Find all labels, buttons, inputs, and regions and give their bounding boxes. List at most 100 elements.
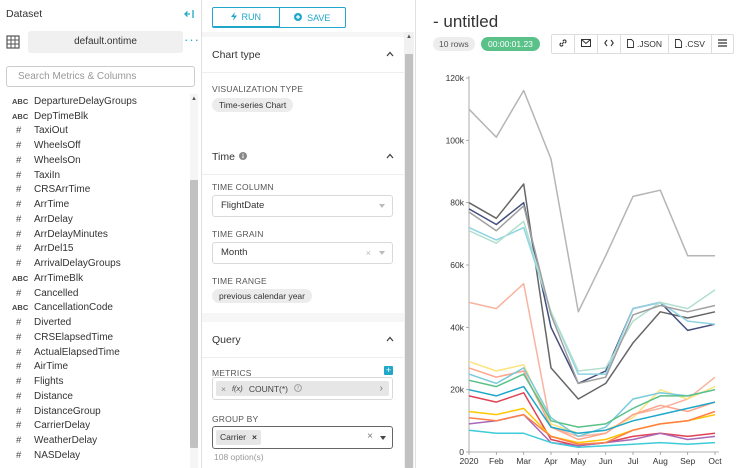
- column-item[interactable]: # ArrivalDelayGroups: [0, 256, 188, 271]
- chart-type-section: Chart type VISUALIZATION TYPE Time-serie…: [202, 37, 404, 141]
- series-line-16[interactable]: [468, 410, 716, 445]
- column-item[interactable]: # CRSArrTime: [0, 183, 188, 198]
- group-by-field[interactable]: Carrier × ×: [212, 426, 393, 449]
- series-line-17[interactable]: [468, 385, 716, 435]
- caret-down-icon[interactable]: [380, 436, 386, 440]
- time-header[interactable]: Time: [202, 139, 404, 175]
- info-icon[interactable]: [238, 151, 247, 163]
- column-item[interactable]: # ArrDel15: [0, 242, 188, 257]
- export-json-button[interactable]: .JSON: [620, 34, 670, 54]
- export-csv-button[interactable]: .CSV: [668, 34, 712, 54]
- series-line-15[interactable]: [468, 429, 716, 449]
- more-options-icon[interactable]: ···: [184, 32, 200, 47]
- hamburger-icon: [717, 39, 727, 49]
- help-icon[interactable]: ?: [294, 383, 302, 394]
- add-metric-button[interactable]: +: [384, 365, 393, 375]
- chevron-right-icon[interactable]: ›: [379, 383, 383, 394]
- numeric-type-icon: #: [16, 258, 22, 270]
- series-line-11[interactable]: [468, 373, 716, 428]
- series-line-4[interactable]: [468, 226, 716, 375]
- scroll-up-icon[interactable]: ▲: [191, 96, 197, 102]
- chart-toolbar: .JSON .CSV: [551, 34, 734, 54]
- column-item[interactable]: ABC CancellationCode: [0, 301, 188, 316]
- column-item[interactable]: # WeatherDelay: [0, 433, 188, 448]
- column-name: Cancelled: [34, 287, 79, 299]
- series-line-6[interactable]: [468, 205, 716, 385]
- column-name: ArrivalDelayGroups: [34, 258, 121, 270]
- y-tick-label: 0: [459, 447, 464, 457]
- column-item[interactable]: # ArrDelay: [0, 212, 188, 227]
- column-item[interactable]: # DistanceGroup: [0, 404, 188, 419]
- column-item[interactable]: # NASDelay: [0, 448, 188, 463]
- control-scrollbar-thumb[interactable]: [405, 54, 413, 468]
- column-item[interactable]: # WheelsOn: [0, 153, 188, 168]
- numeric-type-icon: #: [16, 228, 22, 240]
- numeric-type-icon: #: [16, 435, 22, 447]
- column-item[interactable]: # AirTime: [0, 360, 188, 375]
- column-item[interactable]: # TaxiOut: [0, 124, 188, 139]
- series-line-2[interactable]: [468, 183, 716, 400]
- save-button[interactable]: SAVE: [279, 7, 346, 28]
- column-item[interactable]: # WheelsOff: [0, 138, 188, 153]
- y-tick-label: 40k: [450, 322, 464, 332]
- menu-button[interactable]: [710, 34, 734, 54]
- column-name: CarrierDelay: [34, 420, 91, 432]
- x-tick-label: Oct: [708, 456, 722, 466]
- email-button[interactable]: [574, 34, 598, 54]
- numeric-type-icon: #: [16, 140, 22, 152]
- column-scrollbar-thumb[interactable]: [190, 180, 198, 448]
- column-name: ActualElapsedTime: [34, 346, 120, 358]
- metric-tag[interactable]: × f(x) COUNT(*) ? ›: [216, 381, 389, 396]
- series-line-1[interactable]: [468, 89, 715, 313]
- clear-icon[interactable]: ×: [367, 431, 373, 442]
- chevron-up-icon[interactable]: [386, 152, 394, 160]
- series-line-7[interactable]: [468, 282, 716, 438]
- column-item[interactable]: # Flights: [0, 374, 188, 389]
- time-column-select[interactable]: FlightDate: [212, 195, 393, 217]
- metrics-field[interactable]: × f(x) COUNT(*) ? ›: [212, 377, 393, 400]
- column-item[interactable]: ABC DepartureDelayGroups: [0, 94, 188, 109]
- column-item[interactable]: # CarrierDelay: [0, 419, 188, 434]
- remove-tag-icon[interactable]: ×: [251, 432, 257, 442]
- column-item[interactable]: # ArrTime: [0, 197, 188, 212]
- chevron-up-icon[interactable]: [386, 50, 394, 58]
- query-header[interactable]: Query: [202, 322, 404, 358]
- column-item[interactable]: # ActualElapsedTime: [0, 345, 188, 360]
- chart-title[interactable]: - untitled: [433, 12, 499, 31]
- column-name: CRSArrTime: [34, 184, 91, 196]
- numeric-type-icon: #: [16, 213, 22, 225]
- line-chart[interactable]: 0 20k 40k 60k 80k 100k 120k 2020 Feb Mar Apr May Jun…: [417, 60, 741, 468]
- scroll-up-icon[interactable]: ▲: [406, 34, 412, 40]
- embed-code-button[interactable]: [597, 34, 621, 54]
- save-label: SAVE: [307, 12, 331, 23]
- column-name: Distance: [34, 390, 73, 402]
- series-line-9[interactable]: [468, 367, 716, 441]
- file-icon: [627, 38, 634, 50]
- time-grain-label: TIME GRAIN: [212, 229, 264, 239]
- collapse-panel-icon[interactable]: [184, 9, 195, 19]
- column-item[interactable]: # Diverted: [0, 315, 188, 330]
- column-item[interactable]: # CRSElapsedTime: [0, 330, 188, 345]
- series-line-5[interactable]: [468, 220, 716, 372]
- string-type-icon: ABC: [12, 96, 29, 106]
- column-item[interactable]: # TaxiIn: [0, 168, 188, 183]
- remove-metric-icon[interactable]: ×: [221, 383, 226, 394]
- chart-type-header[interactable]: Chart type: [202, 37, 404, 73]
- column-item[interactable]: # ArrDelayMinutes: [0, 227, 188, 242]
- datasource-name[interactable]: default.ontime: [28, 31, 183, 53]
- time-grain-value: Month: [221, 247, 248, 258]
- clear-icon[interactable]: ×: [365, 248, 371, 258]
- column-item[interactable]: ABC ArrTimeBlk: [0, 271, 188, 286]
- series-line-3[interactable]: [468, 201, 716, 385]
- group-by-tag[interactable]: Carrier ×: [216, 430, 261, 445]
- search-metrics-input[interactable]: Search Metrics & Columns: [6, 66, 195, 87]
- chevron-up-icon[interactable]: [386, 335, 394, 343]
- viz-type-value[interactable]: Time-series Chart: [212, 98, 294, 112]
- column-item[interactable]: ABC DepTimeBlk: [0, 109, 188, 124]
- column-item[interactable]: # Cancelled: [0, 286, 188, 301]
- time-grain-select[interactable]: Month ×: [212, 242, 393, 264]
- link-button[interactable]: [551, 34, 575, 54]
- column-item[interactable]: # Distance: [0, 389, 188, 404]
- run-button[interactable]: RUN: [212, 7, 280, 28]
- time-range-value[interactable]: previous calendar year: [212, 289, 312, 303]
